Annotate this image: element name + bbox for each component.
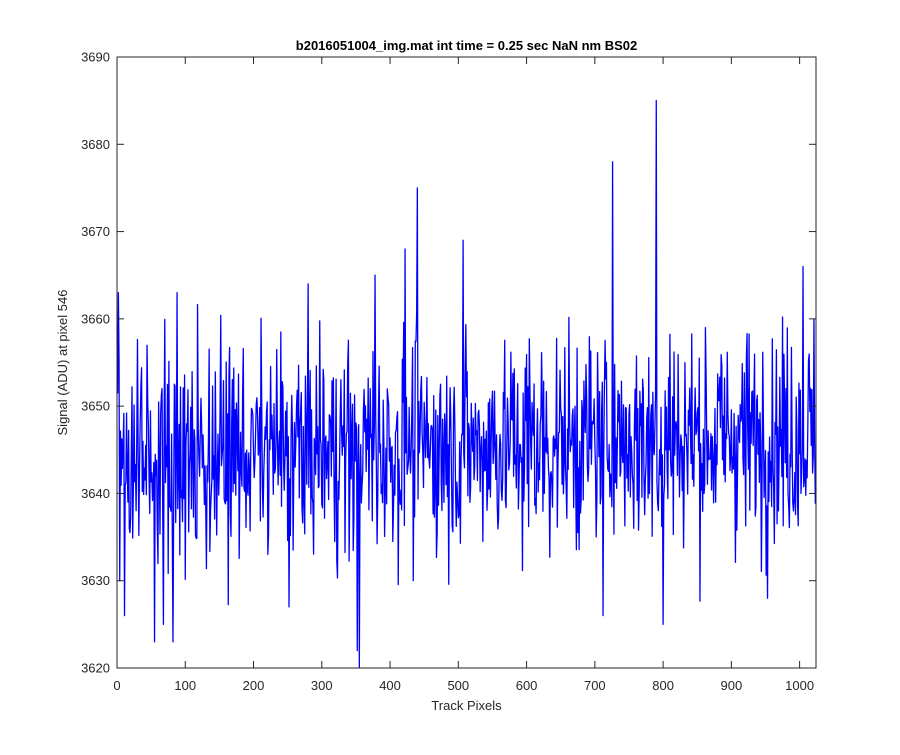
chart-title: b2016051004_img.mat int time = 0.25 sec … bbox=[296, 38, 637, 53]
x-tick-label: 200 bbox=[243, 678, 265, 693]
y-tick-label: 3630 bbox=[81, 573, 110, 588]
y-tick-label: 3660 bbox=[81, 311, 110, 326]
x-tick-label: 700 bbox=[584, 678, 606, 693]
x-tick-label: 800 bbox=[652, 678, 674, 693]
y-axis-ticks: 3620 3630 3640 3650 3660 3670 3680 3690 bbox=[81, 50, 816, 676]
y-axis-label: Signal (ADU) at pixel 546 bbox=[55, 290, 70, 436]
x-tick-label: 900 bbox=[721, 678, 743, 693]
y-tick-label: 3670 bbox=[81, 224, 110, 239]
x-tick-label: 100 bbox=[174, 678, 196, 693]
x-tick-label: 300 bbox=[311, 678, 333, 693]
signal-series-line bbox=[117, 99, 817, 669]
y-tick-label: 3620 bbox=[81, 661, 110, 676]
x-tick-label: 1000 bbox=[785, 678, 814, 693]
x-axis-ticks: 0 100 200 300 400 500 600 700 800 900 1000 bbox=[113, 57, 814, 693]
x-tick-label: 600 bbox=[516, 678, 538, 693]
x-tick-label: 500 bbox=[447, 678, 469, 693]
x-axis-label: Track Pixels bbox=[431, 698, 502, 713]
x-tick-label: 400 bbox=[379, 678, 401, 693]
x-tick-label: 0 bbox=[113, 678, 120, 693]
y-tick-label: 3650 bbox=[81, 399, 110, 414]
y-tick-label: 3640 bbox=[81, 486, 110, 501]
plot-frame bbox=[116, 56, 817, 669]
y-tick-label: 3680 bbox=[81, 137, 110, 152]
y-tick-label: 3690 bbox=[81, 50, 110, 65]
